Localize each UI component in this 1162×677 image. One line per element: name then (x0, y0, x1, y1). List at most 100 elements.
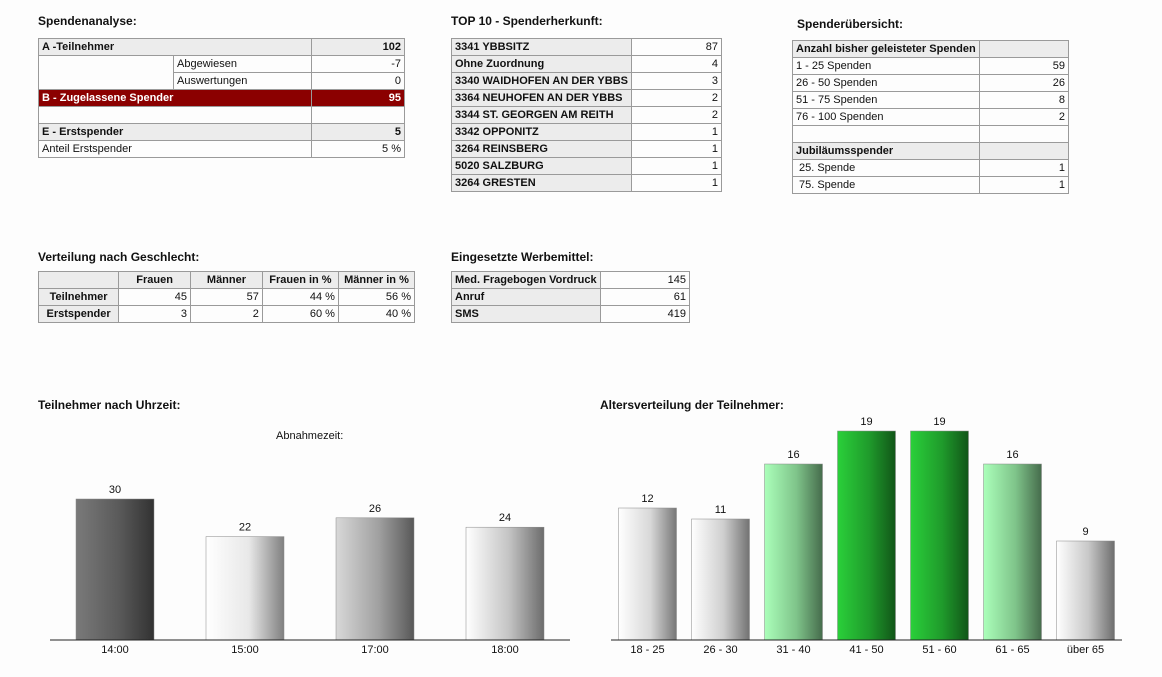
tick-label: 41 - 50 (849, 644, 883, 656)
table-row: 3340 WAIDHOFEN AN DER YBBS 3 (451, 72, 723, 90)
table-row: 3342 OPPONITZ 1 (451, 123, 723, 141)
value-fragebogen: 145 (599, 271, 691, 289)
row-teilnehmer: Teilnehmer (37, 288, 120, 306)
table-row: Frauen Männer Frauen in % Männer in % (37, 271, 416, 289)
table-row: 3264 REINSBERG 1 (451, 140, 723, 158)
value-1-25: 59 (978, 57, 1070, 75)
bar-14:00 (75, 498, 155, 641)
table-row: SMS 419 (451, 305, 691, 323)
bar-51-60 (910, 430, 969, 641)
table-row: 3344 ST. GEORGEN AM REITH 2 (451, 106, 723, 124)
data-label: 22 (239, 522, 251, 534)
spendenanalyse-table: A -Teilnehmer 102 Abgewiesen -7 Auswertu… (38, 38, 405, 158)
uebersicht-title: Spenderübersicht: (797, 17, 904, 31)
origin-label: 3341 YBBSITZ (451, 38, 632, 56)
origin-label: 3264 GRESTEN (451, 174, 632, 192)
label-auswertungen: Auswertungen (173, 72, 312, 90)
origin-label: 3342 OPPONITZ (451, 123, 632, 141)
value-erstspender: 5 (311, 123, 405, 141)
value-25-spende: 1 (978, 159, 1070, 177)
tick-label: 17:00 (361, 644, 389, 656)
label-75-spende: 75. Spende (792, 176, 980, 194)
col-maenner: Männer (190, 271, 263, 289)
origin-label: 5020 SALZBURG (451, 157, 632, 175)
origin-value: 1 (630, 157, 723, 175)
data-label: 16 (1006, 449, 1018, 461)
label-fragebogen: Med. Fragebogen Vordruck (451, 271, 601, 289)
data-label: 19 (933, 416, 945, 428)
table-row: Anzahl bisher geleisteter Spenden (792, 40, 1070, 58)
origin-label: 3364 NEUHOFEN AN DER YBBS (451, 89, 632, 107)
label-1-25: 1 - 25 Spenden (792, 57, 980, 75)
chart-alter-title: Altersverteilung der Teilnehmer: (600, 398, 784, 412)
cell: 45 (118, 288, 192, 306)
label-abgewiesen: Abgewiesen (173, 55, 312, 73)
table-row: 1 - 25 Spenden 59 (792, 57, 1070, 75)
table-row (792, 125, 1070, 143)
table-row: Jubiläumsspender (792, 142, 1070, 160)
origin-label: 3340 WAIDHOFEN AN DER YBBS (451, 72, 632, 90)
table-row: 5020 SALZBURG 1 (451, 157, 723, 175)
top10-table: 3341 YBBSITZ 87 Ohne Zuordnung 4 3340 WAIDHO… (451, 38, 723, 192)
label-anruf: Anruf (451, 288, 601, 306)
table-row: 76 - 100 Spenden 2 (792, 108, 1070, 126)
label-teilnehmer: A -Teilnehmer (38, 38, 312, 56)
value-teilnehmer: 102 (311, 38, 405, 56)
bar-über65 (1056, 540, 1115, 641)
tick-label: 15:00 (231, 644, 259, 656)
table-row: Med. Fragebogen Vordruck 145 (451, 271, 691, 289)
origin-value: 1 (630, 123, 723, 141)
tick-label: 18 - 25 (630, 644, 664, 656)
table-row: 3341 YBBSITZ 87 (451, 38, 723, 56)
table-row: Auswertungen 0 (38, 72, 405, 90)
label-25-spende: 25. Spende (792, 159, 980, 177)
value-sms: 419 (599, 305, 691, 323)
chart-uhrzeit-subtitle: Abnahmezeit: (276, 430, 344, 442)
label-26-50: 26 - 50 Spenden (792, 74, 980, 92)
value-anruf: 61 (599, 288, 691, 306)
table-row: 51 - 75 Spenden 8 (792, 91, 1070, 109)
bar-61-65 (983, 463, 1042, 641)
value-76-100: 2 (978, 108, 1070, 126)
table-row: Abgewiesen -7 (38, 55, 405, 73)
table-row: 75. Spende 1 (792, 176, 1070, 194)
tick-label: 51 - 60 (922, 644, 956, 656)
tick-label: 14:00 (101, 644, 129, 656)
tick-label: 18:00 (491, 644, 519, 656)
label-anteil: Anteil Erstspender (38, 140, 312, 158)
label-51-75: 51 - 75 Spenden (792, 91, 980, 109)
value-75-spende: 1 (978, 176, 1070, 194)
tick-label: über 65 (1067, 644, 1104, 656)
table-row: B - Zugelassene Spender 95 (38, 89, 405, 107)
value-26-50: 26 (978, 74, 1070, 92)
bar-15:00 (205, 536, 285, 641)
chart-uhrzeit-title: Teilnehmer nach Uhrzeit: (38, 398, 181, 412)
geschlecht-table: Frauen Männer Frauen in % Männer in % Te… (37, 271, 416, 323)
tick-label: 31 - 40 (776, 644, 810, 656)
origin-label: 3344 ST. GEORGEN AM REITH (451, 106, 632, 124)
table-row: 3264 GRESTEN 1 (451, 174, 723, 192)
origin-value: 2 (630, 106, 723, 124)
label-sms: SMS (451, 305, 601, 323)
chart-alter: 12 18 - 25 11 26 - 30 16 31 - 40 19 41 - 50 19 51… (606, 410, 1126, 668)
value-auswertungen: 0 (311, 72, 405, 90)
table-row: A -Teilnehmer 102 (38, 38, 405, 56)
cell: 2 (190, 305, 263, 323)
origin-value: 3 (630, 72, 723, 90)
origin-label: Ohne Zuordnung (451, 55, 632, 73)
origin-label: 3264 REINSBERG (451, 140, 632, 158)
data-label: 30 (109, 484, 121, 496)
value-zugelassene: 95 (311, 89, 405, 107)
cell: 56 % (337, 288, 416, 306)
table-row: 26 - 50 Spenden 26 (792, 74, 1070, 92)
cell: 40 % (337, 305, 416, 323)
data-label: 26 (369, 503, 381, 515)
col-frauen: Frauen (118, 271, 192, 289)
bar-18:00 (465, 526, 545, 641)
origin-value: 87 (630, 38, 723, 56)
table-row: Anruf 61 (451, 288, 691, 306)
bar-41-50 (837, 430, 896, 641)
spendenanalyse-title: Spendenanalyse: (38, 14, 137, 28)
data-label: 12 (641, 493, 653, 505)
origin-value: 2 (630, 89, 723, 107)
